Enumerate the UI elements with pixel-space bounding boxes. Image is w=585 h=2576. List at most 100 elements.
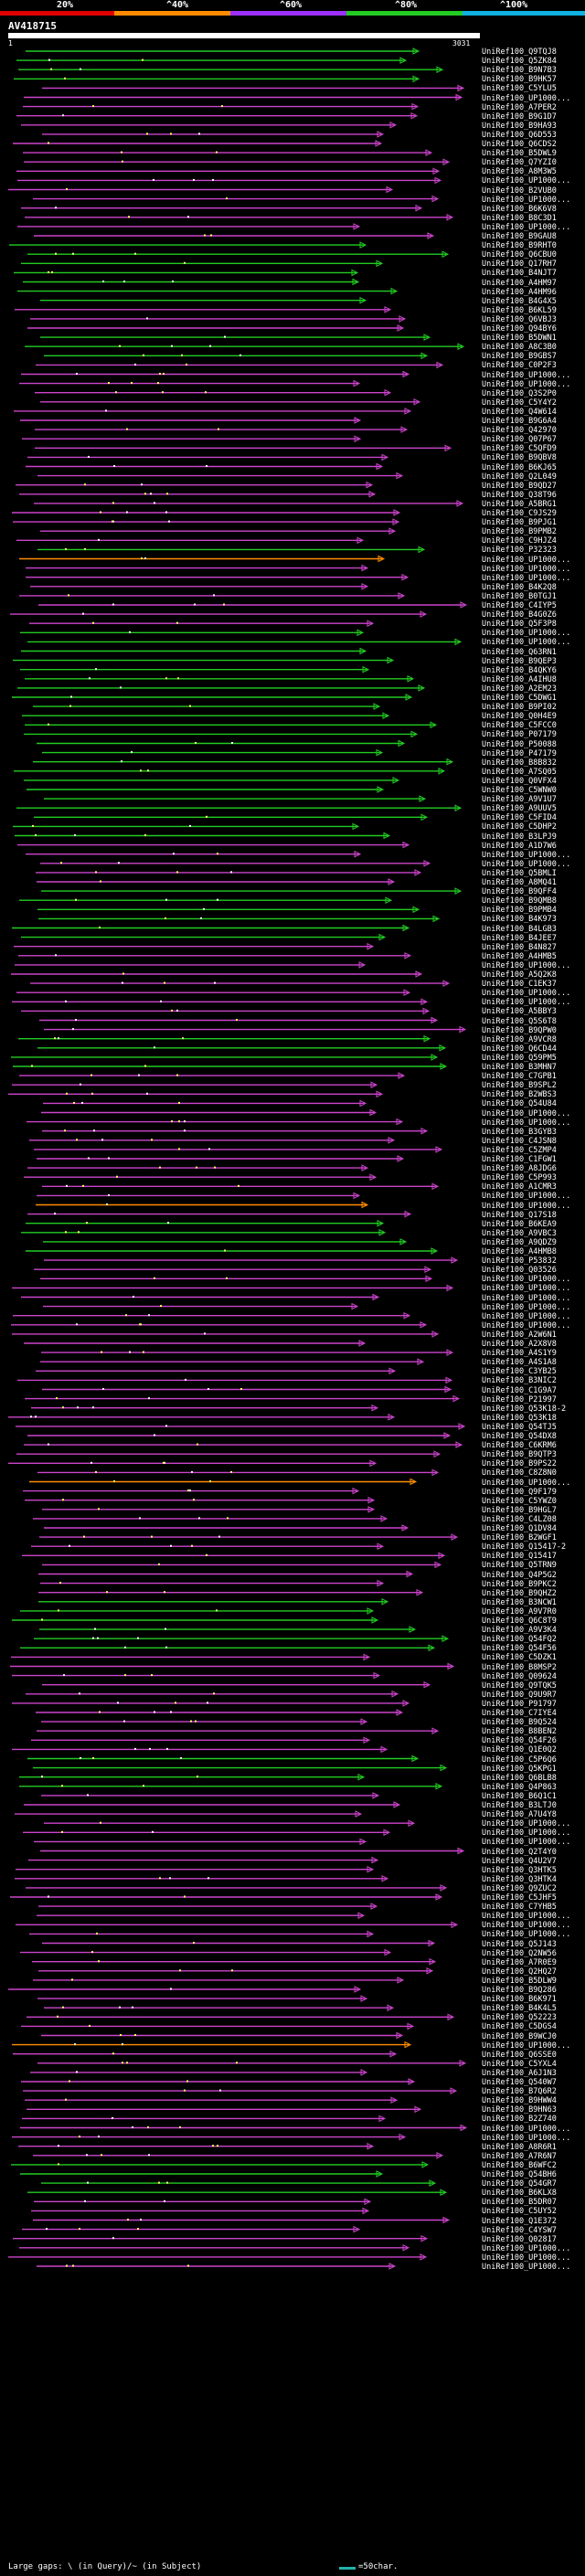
hit-label[interactable]: UniRef100_Q6BLB8 [482, 1773, 557, 1783]
hit-label[interactable]: UniRef100_P47179 [482, 748, 557, 758]
hit-label[interactable]: UniRef100_Q38T96 [482, 490, 557, 500]
hit-label[interactable]: UniRef100_B3LPJ9 [482, 832, 557, 842]
hit-label[interactable]: UniRef100_Q6CD44 [482, 1044, 557, 1054]
hit-label[interactable]: UniRef100_Q6SSE0 [482, 2050, 557, 2060]
hit-label[interactable]: UniRef100_C5WNW0 [482, 786, 557, 795]
hit-label[interactable]: UniRef100_Q4W614 [482, 407, 557, 417]
hit-label[interactable]: UniRef100_Q540W7 [482, 2078, 557, 2087]
hit-label[interactable]: UniRef100_C6KRM6 [482, 1441, 557, 1451]
hit-label[interactable]: UniRef100_A7R6N7 [482, 2151, 557, 2161]
hit-label[interactable]: UniRef100_Q6CDS2 [482, 140, 557, 149]
hit-label[interactable]: UniRef100_C3YB25 [482, 1367, 557, 1377]
hit-label[interactable]: UniRef100_A4HM96 [482, 287, 557, 297]
hit-label[interactable]: UniRef100_Q07P67 [482, 435, 557, 445]
hit-label[interactable]: UniRef100_Q2L049 [482, 472, 557, 482]
hit-label[interactable]: UniRef100_Q53K18 [482, 1413, 557, 1423]
hit-label[interactable]: UniRef100_C9HJZ4 [482, 536, 557, 546]
hit-label[interactable]: UniRef100_A9V3K4 [482, 1626, 557, 1636]
hit-label[interactable]: UniRef100_C4JSN8 [482, 1136, 557, 1146]
hit-label[interactable]: UniRef100_P50088 [482, 739, 557, 749]
hit-label[interactable]: UniRef100_C1G9A7 [482, 1385, 557, 1395]
hit-label[interactable]: UniRef100_Q7YZI0 [482, 158, 557, 168]
hit-label[interactable]: UniRef100_B9QFF4 [482, 887, 557, 897]
hit-label[interactable]: UniRef100_Q9TQJ8 [482, 48, 557, 57]
hit-label[interactable]: UniRef100_UP1000... [482, 222, 571, 232]
hit-label[interactable]: UniRef100_UP1000... [482, 379, 571, 389]
hit-label[interactable]: UniRef100_B4QKY6 [482, 665, 557, 675]
hit-label[interactable]: UniRef100_UP1000... [482, 1118, 571, 1128]
hit-label[interactable]: UniRef100_UP1000... [482, 1311, 571, 1321]
hit-label[interactable]: UniRef100_B9QMB8 [482, 896, 557, 906]
hit-label[interactable]: UniRef100_A7R0E9 [482, 1957, 557, 1967]
hit-label[interactable]: UniRef100_P32323 [482, 546, 557, 556]
hit-label[interactable]: UniRef100_UP1000... [482, 2041, 571, 2051]
hit-label[interactable]: UniRef100_UP1000... [482, 859, 571, 869]
hit-label[interactable]: UniRef100_Q9TQK5 [482, 1680, 557, 1691]
hit-label[interactable]: UniRef100_UP1000... [482, 176, 571, 186]
hit-label[interactable]: UniRef100_B2VUB0 [482, 186, 557, 196]
hit-label[interactable]: UniRef100_A4S1A8 [482, 1358, 557, 1368]
hit-label[interactable]: UniRef100_A2W6N1 [482, 1330, 557, 1340]
hit-label[interactable]: UniRef100_B5DLW9 [482, 1976, 557, 1986]
hit-label[interactable]: UniRef100_B3LTJ0 [482, 1801, 557, 1810]
hit-label[interactable]: UniRef100_B2Z740 [482, 2115, 557, 2125]
hit-label[interactable]: UniRef100_B6WFC2 [482, 2160, 557, 2170]
hit-label[interactable]: UniRef100_UP1000... [482, 2253, 571, 2263]
hit-label[interactable]: UniRef100_A4IHU8 [482, 674, 557, 684]
hit-label[interactable]: UniRef100_B6KLX8 [482, 2189, 557, 2199]
hit-label[interactable]: UniRef100_C9JS29 [482, 509, 557, 518]
hit-label[interactable]: UniRef100_Q1E0Q2 [482, 1745, 557, 1755]
hit-label[interactable]: UniRef100_C7GPB1 [482, 1072, 557, 1082]
hit-label[interactable]: UniRef100_UP1000... [482, 1912, 571, 1922]
hit-label[interactable]: UniRef100_A7SQ05 [482, 767, 557, 777]
hit-label[interactable]: UniRef100_A8MQ41 [482, 878, 557, 887]
hit-label[interactable]: UniRef100_B9PKC2 [482, 1579, 557, 1589]
hit-label[interactable]: UniRef100_Q03526 [482, 1266, 557, 1276]
hit-label[interactable]: UniRef100_Q15417 [482, 1552, 557, 1562]
hit-label[interactable]: UniRef100_C5DWG1 [482, 694, 557, 703]
hit-label[interactable]: UniRef100_Q02817 [482, 2234, 557, 2244]
hit-label[interactable]: UniRef100_Q54TJ5 [482, 1422, 557, 1432]
hit-label[interactable]: UniRef100_B3MHN7 [482, 1063, 557, 1072]
hit-label[interactable]: UniRef100_Q2HQ27 [482, 1966, 557, 1977]
hit-label[interactable]: UniRef100_Q9F179 [482, 1487, 557, 1497]
hit-label[interactable]: UniRef100_UP1000... [482, 1284, 571, 1294]
hit-label[interactable]: UniRef100_Q09624 [482, 1671, 557, 1681]
hit-label[interactable]: UniRef100_Q6C8T9 [482, 1617, 557, 1626]
hit-label[interactable]: UniRef100_UP1000... [482, 1302, 571, 1312]
hit-label[interactable]: UniRef100_Q17S18 [482, 1210, 557, 1220]
hit-label[interactable]: UniRef100_Q5J143 [482, 1939, 557, 1949]
hit-label[interactable]: UniRef100_C4YSW7 [482, 2225, 557, 2235]
hit-label[interactable]: UniRef100_A9V1U7 [482, 795, 557, 805]
hit-label[interactable]: UniRef100_UP1000... [482, 638, 571, 648]
hit-label[interactable]: UniRef100_B0TGJ1 [482, 591, 557, 601]
hit-label[interactable]: UniRef100_B4JEE7 [482, 933, 557, 943]
hit-label[interactable]: UniRef100_UP1000... [482, 1921, 571, 1931]
hit-label[interactable]: UniRef100_Q15417-2 [482, 1542, 567, 1553]
hit-label[interactable]: UniRef100_Q53K18-2 [482, 1404, 567, 1414]
hit-label[interactable]: UniRef100_B9GAU8 [482, 232, 557, 241]
hit-label[interactable]: UniRef100_B9N7B3 [482, 66, 557, 76]
hit-label[interactable]: UniRef100_B9G6A4 [482, 417, 557, 426]
hit-label[interactable]: UniRef100_B9PS22 [482, 1459, 557, 1469]
hit-label[interactable]: UniRef100_B6KJ65 [482, 462, 557, 472]
hit-label[interactable]: UniRef100_C5FID4 [482, 813, 557, 823]
hit-label[interactable]: UniRef100_A2EM23 [482, 684, 557, 694]
hit-label[interactable]: UniRef100_Q3HTK4 [482, 1874, 557, 1884]
hit-label[interactable]: UniRef100_B6Q1C1 [482, 1791, 557, 1801]
hit-label[interactable]: UniRef100_Q54F26 [482, 1736, 557, 1746]
hit-label[interactable]: UniRef100_B8B832 [482, 758, 557, 768]
hit-label[interactable]: UniRef100_B5DR07 [482, 2198, 557, 2208]
hit-label[interactable]: UniRef100_A8JDG6 [482, 1164, 557, 1174]
hit-label[interactable]: UniRef100_C5FCC0 [482, 721, 557, 731]
hit-label[interactable]: UniRef100_B5DWN1 [482, 334, 557, 344]
hit-label[interactable]: UniRef100_B4G0Z6 [482, 610, 557, 620]
hit-label[interactable]: UniRef100_Q2T4Y0 [482, 1847, 557, 1857]
hit-label[interactable]: UniRef100_B4K973 [482, 915, 557, 925]
hit-label[interactable]: UniRef100_B9SPL2 [482, 1081, 557, 1091]
hit-label[interactable]: UniRef100_B9HK57 [482, 75, 557, 85]
hit-label[interactable]: UniRef100_Q1E372 [482, 2216, 557, 2226]
hit-label[interactable]: UniRef100_UP1000... [482, 1320, 571, 1330]
hit-label[interactable]: UniRef100_A5BRG1 [482, 499, 557, 509]
hit-label[interactable]: UniRef100_P91797 [482, 1699, 557, 1709]
